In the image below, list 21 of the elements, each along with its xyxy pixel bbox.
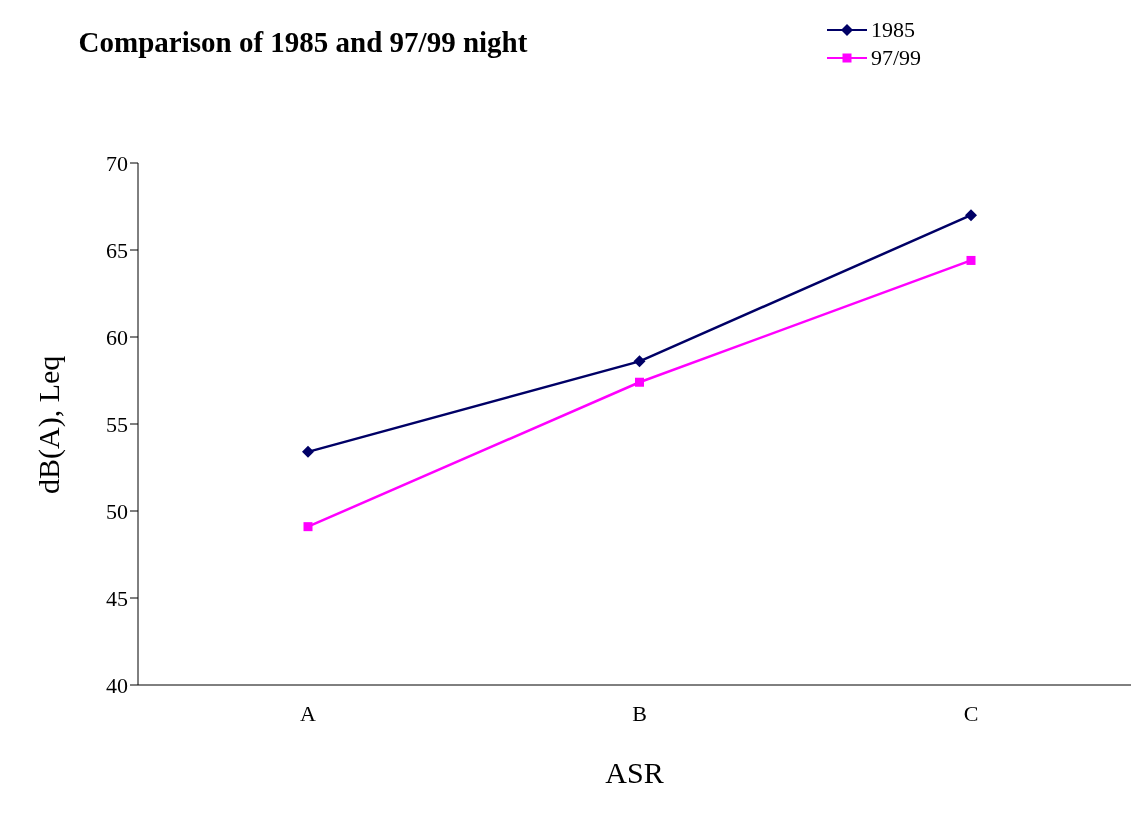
y-tick-label: 40 [106,672,128,698]
x-tick-label: C [963,700,979,726]
point [635,377,644,387]
point [302,445,314,458]
chart-title: Comparison of 1985 and 97/99 night [78,25,528,60]
y-tick-label: 60 [106,324,128,350]
y-tick-label: 70 [106,150,128,176]
point [965,209,977,222]
y-tick-label: 55 [106,411,128,437]
y-axis-title: dB(A), Leq [31,355,66,494]
y-tick-label: 65 [106,237,128,263]
y-tick-label: 45 [106,585,128,611]
point [633,355,646,368]
x-tick-label: B [632,700,647,726]
point [966,255,976,265]
y-tick-label: 50 [106,498,128,524]
point [303,522,313,532]
x-axis-title: ASR [605,756,664,789]
legend-label: 1985 [870,17,915,43]
legend-label: 97/99 [870,45,921,71]
x-tick-label: A [300,700,317,726]
